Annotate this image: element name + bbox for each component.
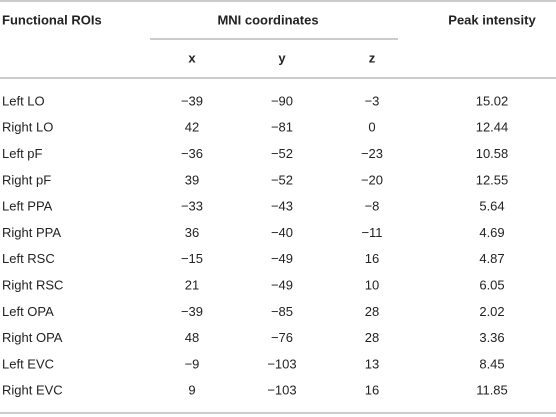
table-cell: −103 — [267, 356, 296, 371]
table-cell: 10 — [365, 278, 379, 293]
table-cell: 10.58 — [476, 146, 509, 161]
table-cell: −40 — [271, 225, 293, 240]
table-cell: 5.64 — [479, 199, 504, 214]
row-label: Left OPA — [2, 304, 54, 319]
table-cell: −23 — [361, 146, 383, 161]
table-cell: −33 — [181, 199, 203, 214]
table-cell: 16 — [365, 251, 379, 266]
row-label: Right OPA — [2, 330, 63, 345]
table-cell: −3 — [365, 93, 380, 108]
table-cell: 28 — [365, 330, 379, 345]
row-label: Left pF — [2, 146, 43, 161]
table-cell: 36 — [185, 225, 199, 240]
table-cell: −103 — [267, 383, 296, 398]
table-cell: −52 — [271, 146, 293, 161]
row-label: Left RSC — [2, 251, 55, 266]
header-cell: z — [369, 50, 376, 65]
row-label: Right pF — [2, 172, 51, 187]
table-cell: 9 — [188, 383, 195, 398]
table-cell: 3.36 — [479, 330, 504, 345]
row-label: Left EVC — [2, 356, 54, 371]
table-cell: 11.85 — [476, 383, 508, 398]
header-cell: Peak intensity — [448, 12, 536, 27]
table-cell: −8 — [365, 199, 380, 214]
table-cell: 48 — [185, 330, 199, 345]
table-cell: −39 — [181, 304, 203, 319]
table-cell: −76 — [271, 330, 293, 345]
table-cell: −81 — [271, 120, 293, 135]
row-label: Right PPA — [2, 225, 61, 240]
table-cell: −43 — [271, 199, 293, 214]
table-cell: 42 — [185, 120, 199, 135]
table-cell: −20 — [361, 172, 383, 187]
table-cell: 6.05 — [479, 278, 504, 293]
table-cell: −85 — [271, 304, 293, 319]
table-cell: −49 — [271, 251, 293, 266]
table-cell: 4.69 — [479, 225, 504, 240]
table-cell: 12.55 — [476, 172, 509, 187]
table-cell: −49 — [271, 278, 293, 293]
table-cell: 15.02 — [476, 93, 509, 108]
table-cell: −39 — [181, 93, 203, 108]
header-cell: Functional ROIs — [2, 12, 102, 27]
table-cell: 12.44 — [476, 120, 509, 135]
table-cell: 16 — [365, 383, 379, 398]
header-cell: x — [188, 50, 196, 65]
table-cell: 2.02 — [479, 304, 504, 319]
table-cell: −15 — [181, 251, 203, 266]
table-cell: 8.45 — [479, 356, 504, 371]
table-cell: 28 — [365, 304, 379, 319]
row-label: Right RSC — [2, 278, 63, 293]
table-cell: −52 — [271, 172, 293, 187]
table-cell: −90 — [271, 93, 293, 108]
table-cell: −36 — [181, 146, 203, 161]
header-cell: MNI coordinates — [217, 12, 318, 27]
table-cell: −9 — [185, 356, 200, 371]
header-cell: y — [278, 50, 286, 65]
row-label: Right EVC — [2, 383, 63, 398]
row-label: Right LO — [2, 120, 53, 135]
row-label: Left LO — [2, 93, 45, 108]
table-cell: 21 — [185, 278, 199, 293]
row-label: Left PPA — [2, 199, 53, 214]
table-cell: 39 — [185, 172, 199, 187]
table-cell: 0 — [368, 120, 375, 135]
table-cell: 4.87 — [479, 251, 504, 266]
table-cell: 13 — [365, 356, 379, 371]
table-cell: −11 — [361, 225, 382, 240]
